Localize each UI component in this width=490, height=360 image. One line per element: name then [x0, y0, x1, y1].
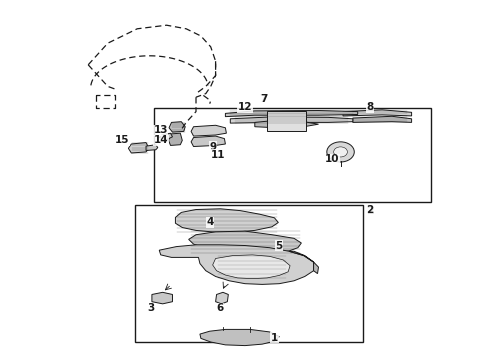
Polygon shape [146, 145, 158, 150]
Circle shape [334, 147, 347, 157]
Polygon shape [159, 245, 314, 284]
Text: 9: 9 [210, 142, 217, 152]
Polygon shape [169, 122, 185, 132]
Polygon shape [213, 255, 290, 279]
Text: 7: 7 [260, 94, 268, 104]
Polygon shape [216, 292, 228, 304]
Text: 14: 14 [153, 135, 168, 145]
Polygon shape [200, 329, 279, 346]
Text: 8: 8 [367, 102, 373, 112]
Polygon shape [230, 117, 353, 123]
Text: 7: 7 [260, 94, 268, 104]
Polygon shape [289, 251, 318, 274]
FancyBboxPatch shape [267, 111, 306, 131]
Text: 3: 3 [147, 303, 154, 313]
Polygon shape [159, 133, 172, 140]
Circle shape [327, 142, 354, 162]
Text: 12: 12 [238, 102, 252, 112]
Text: 15: 15 [115, 135, 130, 145]
Polygon shape [175, 209, 278, 232]
Polygon shape [169, 133, 182, 145]
Text: 4: 4 [206, 217, 214, 228]
Polygon shape [343, 110, 412, 116]
Text: 2: 2 [366, 206, 374, 216]
Polygon shape [225, 111, 358, 117]
Text: 13: 13 [153, 125, 168, 135]
Text: 5: 5 [276, 241, 283, 251]
Polygon shape [189, 231, 301, 253]
Polygon shape [191, 125, 226, 136]
Text: 10: 10 [325, 154, 340, 165]
Text: 11: 11 [211, 150, 225, 160]
Text: 2: 2 [367, 205, 373, 215]
Polygon shape [152, 292, 172, 304]
Text: 6: 6 [216, 303, 223, 313]
Text: 1: 1 [271, 333, 278, 343]
Bar [135, 205, 363, 342]
Polygon shape [353, 116, 412, 122]
Polygon shape [255, 121, 318, 127]
Polygon shape [128, 143, 149, 153]
Bar [154, 108, 431, 202]
Polygon shape [191, 136, 225, 147]
